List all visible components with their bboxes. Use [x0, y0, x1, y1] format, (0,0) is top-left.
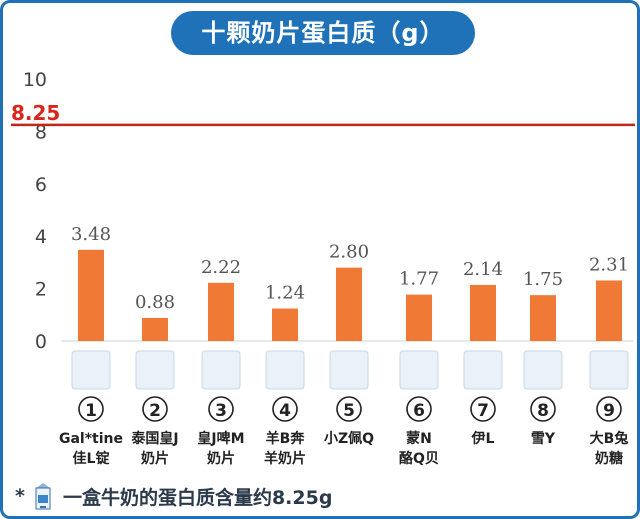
data-label: 2.80 [329, 242, 369, 263]
data-label: 3.48 [71, 224, 111, 245]
product-image [201, 350, 241, 390]
footnote-text: 一盒牛奶的蛋白质含量约8.25g [62, 486, 333, 509]
bar [78, 249, 104, 341]
product-image [523, 350, 563, 390]
item-number: 3 [215, 401, 227, 421]
data-label: 0.88 [135, 292, 175, 313]
category-label: 蒙N [406, 430, 432, 447]
y-tick-label: 10 [23, 69, 47, 91]
y-tick-label: 2 [35, 279, 47, 301]
item-number: 6 [413, 401, 425, 421]
data-label: 1.77 [399, 269, 439, 290]
item-number-badge [530, 396, 556, 422]
bar [208, 282, 234, 341]
item-number: 1 [85, 401, 97, 421]
category-label: 奶糖 [595, 450, 623, 467]
product-image [399, 350, 439, 390]
bar [336, 267, 362, 341]
bar [530, 295, 556, 341]
bar [406, 294, 432, 341]
item-number-badge [272, 396, 298, 422]
bar [272, 308, 298, 341]
product-image [71, 350, 111, 390]
item-number-badge [470, 396, 496, 422]
category-label: 伊L [471, 430, 495, 447]
footnote: * 一盒牛奶的蛋白质含量约8.25g [15, 481, 332, 511]
item-number: 5 [343, 401, 355, 421]
data-label: 2.31 [589, 254, 629, 275]
category-label: 羊B奔 [266, 430, 306, 447]
item-number-badge [336, 396, 362, 422]
item-number: 4 [279, 401, 291, 421]
item-number: 9 [603, 401, 615, 421]
y-tick-label: 6 [35, 174, 47, 196]
y-tick-label: 8 [35, 121, 47, 143]
item-number: 2 [149, 401, 161, 421]
product-image [463, 350, 503, 390]
bar [470, 284, 496, 341]
product-image [589, 350, 629, 390]
y-tick-label: 0 [35, 331, 47, 353]
category-label: 小Z佩Q [324, 430, 374, 447]
item-number-badge [142, 396, 168, 422]
bar [596, 280, 622, 341]
product-image [135, 350, 175, 390]
footnote-star: * [15, 485, 25, 507]
milk-carton-icon [35, 483, 51, 510]
category-label: 皇J啤M [197, 430, 244, 447]
category-label: 羊奶片 [264, 450, 306, 467]
category-label: 酪Q贝 [399, 450, 439, 467]
item-number-badge [78, 396, 104, 422]
category-label: 佳L锭 [73, 450, 110, 467]
bar-chart: 0 2 4 6 8 10 3.48 0.88 2.22 1.24 2.80 1.77 2.14 1.75 2… [11, 69, 635, 467]
item-number: 8 [537, 401, 549, 421]
category-label: 奶片 [141, 450, 169, 467]
category-label: 大B兔 [590, 430, 629, 447]
y-tick-label: 4 [35, 226, 47, 248]
data-label: 1.24 [265, 283, 305, 304]
category-label: Gal*tine [59, 431, 123, 447]
category-label: 奶片 [207, 450, 235, 467]
item-number-badge [596, 396, 622, 422]
reference-label: 8.25 [11, 101, 60, 125]
item-number-badge [208, 396, 234, 422]
category-label: 泰国皇J [130, 430, 178, 447]
bar [142, 317, 168, 341]
product-image [265, 350, 305, 390]
chart-title: 十颗奶片蛋白质（g） [171, 11, 475, 55]
category-label: 雪Y [531, 430, 556, 447]
data-label: 2.22 [201, 257, 241, 278]
data-label: 2.14 [463, 259, 503, 280]
item-number-badge [406, 396, 432, 422]
data-label: 1.75 [523, 269, 563, 290]
item-number: 7 [477, 401, 489, 421]
product-image [329, 350, 369, 390]
